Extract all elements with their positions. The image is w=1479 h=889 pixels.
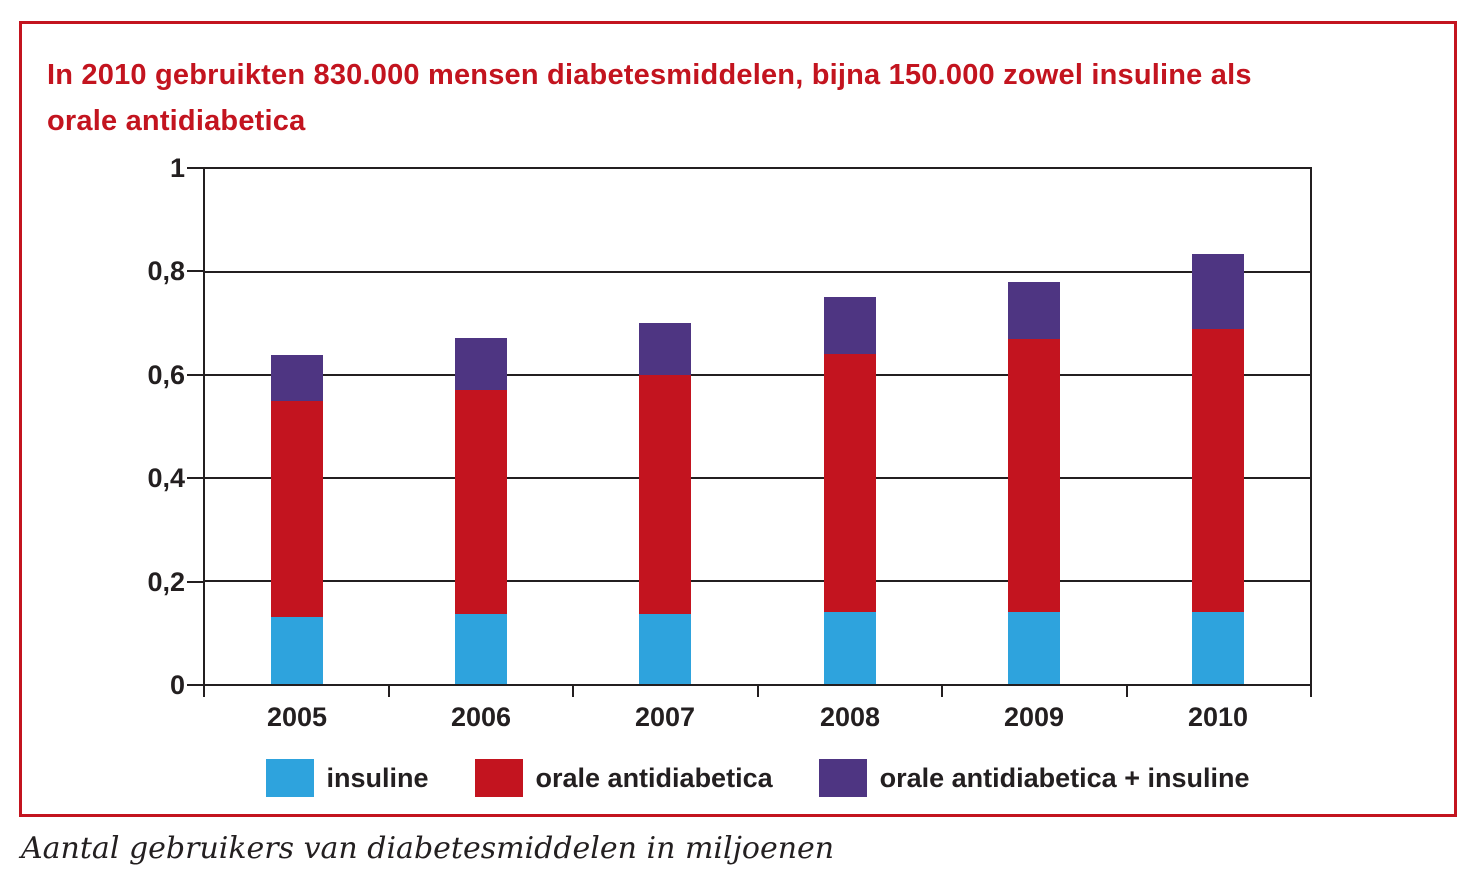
figure-title-line2: orale antidiabetica [47, 105, 306, 137]
figure-title: In 2010 gebruikten 830.000 mensen diabet… [47, 52, 1417, 144]
figure-caption: Aantal gebruikers van diabetesmiddelen i… [21, 831, 835, 866]
figure-title-line1: In 2010 gebruikten 830.000 mensen diabet… [47, 59, 1252, 91]
figure-border: In 2010 gebruikten 830.000 mensen diabet… [19, 21, 1457, 817]
